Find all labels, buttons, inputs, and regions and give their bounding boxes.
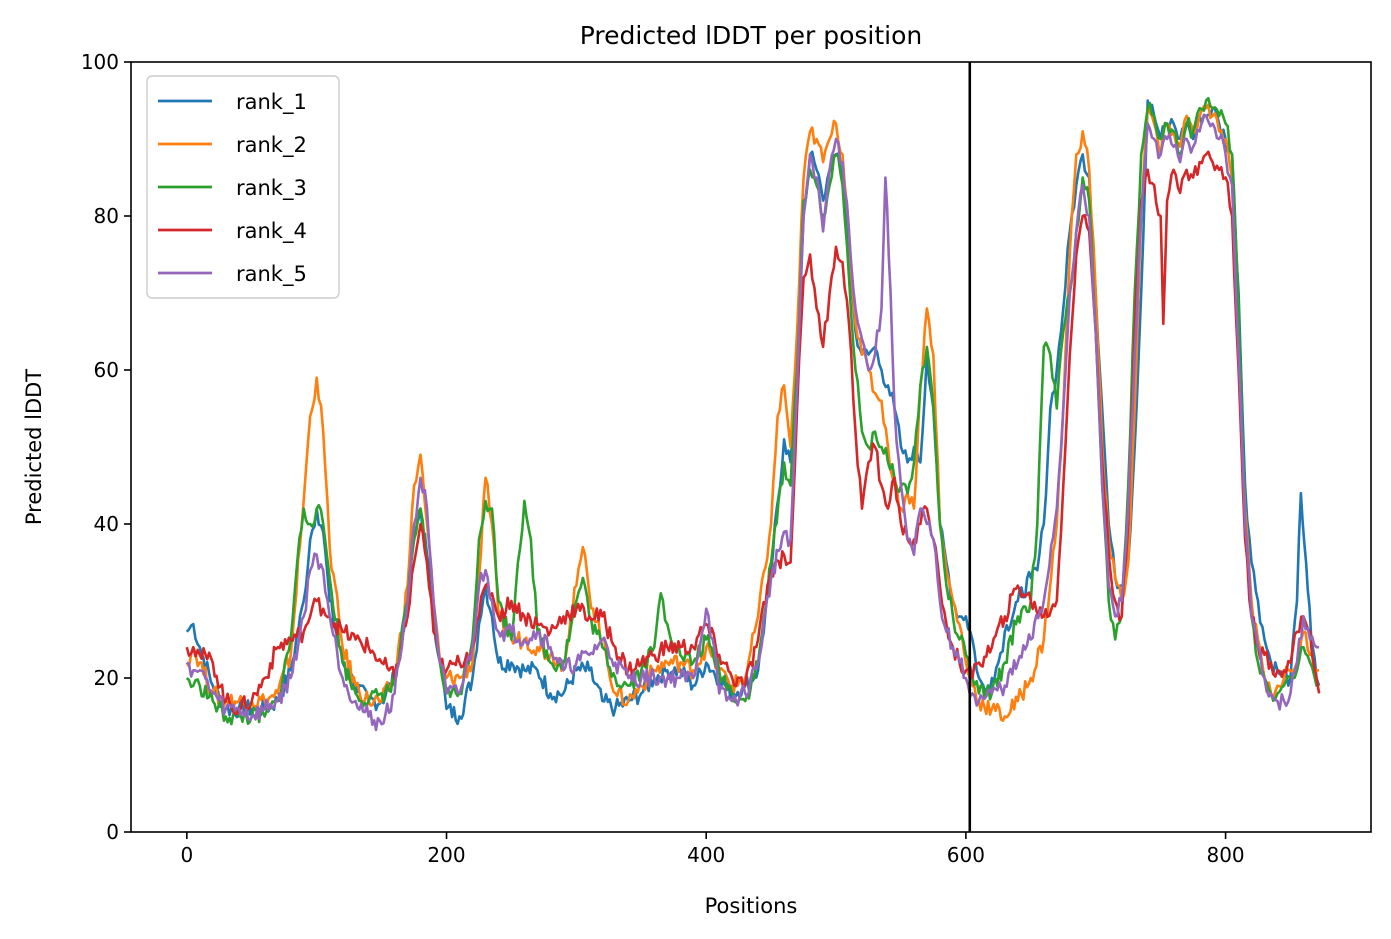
x-axis-ticks: 0 200 400 600 800	[180, 832, 1245, 867]
legend-label-rank_1: rank_1	[236, 90, 307, 115]
series-layer	[185, 96, 1321, 732]
y-tick-label: 40	[94, 512, 119, 536]
y-tick-label: 100	[81, 50, 119, 74]
x-axis-title: Positions	[705, 894, 798, 918]
y-tick-label: 0	[106, 820, 119, 844]
x-tick-label: 400	[687, 843, 725, 867]
y-tick-label: 80	[94, 204, 119, 228]
chart-title: Predicted lDDT per position	[580, 21, 922, 50]
legend-box	[146, 75, 340, 299]
series-line-rank_2	[185, 103, 1320, 722]
x-tick-label: 0	[180, 843, 193, 867]
legend-label-rank_3: rank_3	[236, 176, 307, 201]
legend-label-rank_4: rank_4	[236, 219, 307, 244]
plot-frame	[130, 61, 1372, 833]
y-axis-ticks: 0 20 40 60 80 100	[81, 50, 131, 844]
y-tick-label: 20	[94, 666, 119, 690]
legend-items: rank_1 rank_2 rank_3 rank_4 rank_5	[158, 90, 307, 287]
legend-label-rank_5: rank_5	[236, 262, 307, 287]
series-line-rank_5	[186, 113, 1320, 732]
series-line-rank_4	[185, 150, 1321, 716]
y-axis-title: Predicted lDDT	[22, 369, 46, 525]
legend: rank_1 rank_2 rank_3 rank_4 rank_5	[146, 75, 340, 299]
x-tick-label: 200	[427, 843, 465, 867]
x-tick-label: 800	[1206, 843, 1244, 867]
x-tick-label: 600	[947, 843, 985, 867]
series-line-rank_3	[185, 96, 1320, 726]
y-tick-label: 60	[94, 358, 119, 382]
legend-label-rank_2: rank_2	[236, 133, 307, 158]
